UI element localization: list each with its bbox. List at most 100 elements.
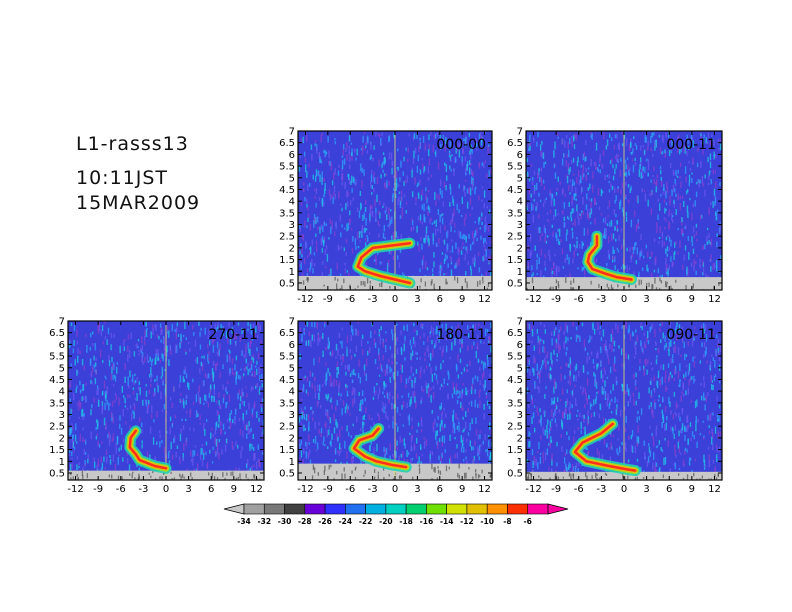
y-tick-label: 1.5	[49, 445, 65, 456]
y-tick-label: 6.5	[279, 138, 295, 149]
echo-curve	[573, 422, 637, 472]
y-tick-label: 2.5	[279, 422, 295, 433]
panel-000-11: -12 -9 -6 -3 0 3 6 9 120.511.522.533.544.555.566…	[507, 127, 723, 305]
colorbar-swatch	[263, 503, 285, 515]
echo-curve	[128, 429, 168, 470]
echo-curve	[352, 427, 408, 469]
y-tick-label: 2.5	[507, 232, 523, 243]
colorbar-swatch	[466, 503, 488, 515]
x-tick-label: 6	[666, 484, 672, 495]
y-tick-label: 1.5	[507, 255, 523, 266]
y-tick-label: 5	[289, 173, 295, 184]
y-tick-label: 6	[59, 340, 65, 351]
y-tick-label: 2	[517, 243, 523, 254]
x-tick-label: -6	[116, 484, 126, 495]
y-tick-label: 3.5	[279, 398, 295, 409]
y-tick-label: 1.5	[507, 445, 523, 456]
y-tick-label: 2.5	[507, 422, 523, 433]
colorbar-label: -12	[460, 517, 474, 526]
panel-label: 000-00	[436, 137, 486, 153]
y-tick-label: 7	[59, 317, 65, 328]
y-tick-label: 3.5	[507, 398, 523, 409]
y-tick-label: 1	[289, 267, 295, 278]
colorbar-swatch	[304, 503, 326, 515]
x-tick-label: -6	[345, 484, 355, 495]
y-tick-label: 4	[289, 387, 295, 398]
y-tick-label: 4.5	[279, 185, 295, 196]
colorbar-label: -18	[399, 517, 413, 526]
y-tick-label: 5.5	[279, 352, 295, 363]
panel-label: 090-11	[666, 327, 716, 343]
x-tick-label: 12	[708, 484, 721, 495]
time-label: 10:11JST	[76, 167, 169, 189]
y-tick-label: 6.5	[507, 138, 523, 149]
y-tick-label: 2.5	[49, 422, 65, 433]
colorbar-label: -10	[480, 517, 494, 526]
y-tick-label: 5.5	[49, 352, 65, 363]
colorbar: -34 -32 -30 -28 -26 -24 -22 -20 -18 -16 -14 -12 -10-…	[223, 503, 569, 526]
colorbar-label: -32	[257, 517, 271, 526]
x-tick-label: 3	[414, 484, 420, 495]
x-tick-label: 0	[621, 484, 627, 495]
x-tick-label: 9	[689, 484, 695, 495]
echo-curve	[356, 241, 412, 285]
colorbar-label: -34	[237, 517, 251, 526]
colorbar-swatch	[405, 503, 427, 515]
y-tick-label: 6	[289, 150, 295, 161]
colorbar-label: -6	[524, 517, 532, 526]
y-tick-label: 2	[59, 433, 65, 444]
colorbar-swatch	[426, 503, 447, 515]
panel-270-11: -12 -9 -6 -3 0 3 6 9 120.511.522.533.544.555.566…	[49, 317, 265, 495]
y-tick-label: 4	[289, 197, 295, 208]
y-tick-label: 1	[289, 457, 295, 468]
x-tick-label: 9	[689, 294, 695, 305]
y-tick-label: 2	[289, 243, 295, 254]
y-tick-label: 1	[517, 267, 523, 278]
x-tick-label: -12	[297, 484, 313, 495]
y-tick-label: 6.5	[49, 328, 65, 339]
x-tick-label: 3	[643, 484, 649, 495]
y-tick-label: 7	[517, 127, 523, 138]
colorbar-swatch	[345, 503, 366, 515]
colorbar-label: -30	[278, 517, 292, 526]
x-tick-label: 3	[185, 484, 191, 495]
colorbar-swatch	[385, 503, 407, 515]
panel-000-00: -12 -9 -6 -3 0 3 6 9 120.511.522.533.544.555.566…	[279, 127, 493, 305]
echo-curve	[586, 234, 633, 281]
x-tick-label: 6	[437, 484, 443, 495]
y-tick-label: 5	[517, 363, 523, 374]
x-tick-label: 9	[231, 484, 237, 495]
y-tick-label: 4	[59, 387, 65, 398]
y-tick-label: 4.5	[507, 375, 523, 386]
colorbar-swatch	[243, 503, 265, 515]
panel-body	[526, 131, 722, 290]
y-tick-label: 6	[517, 150, 523, 161]
y-tick-label: 6	[289, 340, 295, 351]
colorbar-label: -26	[318, 517, 332, 526]
x-tick-label: 0	[392, 294, 398, 305]
x-tick-label: -9	[323, 484, 333, 495]
y-tick-label: 3.5	[507, 208, 523, 219]
y-tick-label: 5.5	[507, 352, 523, 363]
y-tick-label: 5	[59, 363, 65, 374]
x-tick-label: -9	[551, 294, 561, 305]
panel-label: 000-11	[666, 137, 716, 153]
x-tick-label: -6	[345, 294, 355, 305]
y-tick-label: 3	[289, 220, 295, 231]
y-tick-label: 4	[517, 197, 523, 208]
x-tick-label: 12	[708, 294, 721, 305]
x-tick-label: -3	[138, 484, 148, 495]
y-tick-label: 0.5	[507, 278, 523, 289]
colorbar-swatch	[324, 503, 346, 515]
y-tick-label: 6.5	[507, 328, 523, 339]
y-tick-label: 0.5	[279, 278, 295, 289]
colorbar-swatch	[527, 503, 549, 515]
x-tick-label: -6	[574, 294, 584, 305]
x-tick-label: 12	[478, 294, 491, 305]
y-tick-label: 7	[289, 127, 295, 138]
x-tick-label: 0	[163, 484, 169, 495]
colorbar-label: -28	[298, 517, 312, 526]
x-tick-label: 9	[459, 294, 465, 305]
y-tick-label: 2	[289, 433, 295, 444]
y-tick-label: 3	[517, 410, 523, 421]
